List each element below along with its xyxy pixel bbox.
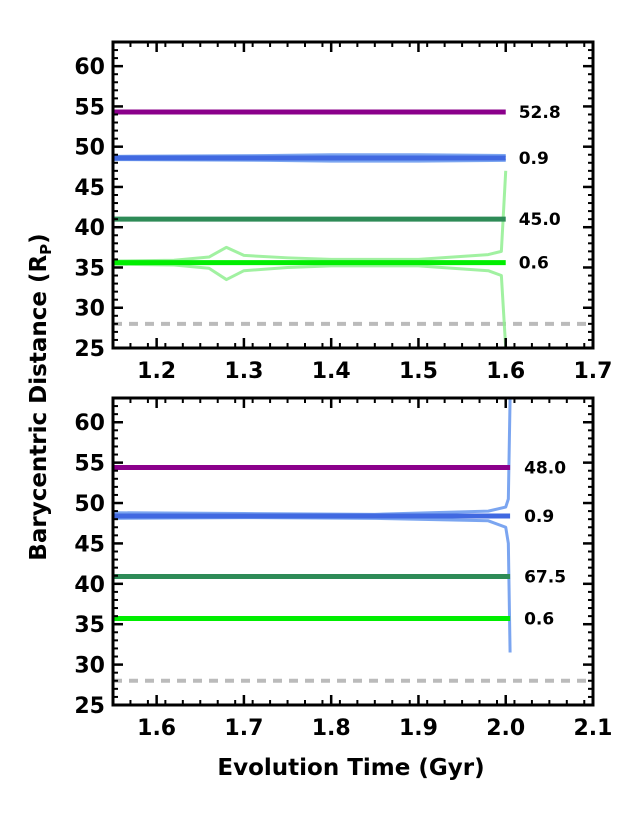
spread-trace-lower (113, 262, 508, 348)
plot-area (113, 398, 593, 683)
plot-area (113, 109, 593, 348)
x-tick-label: 1.3 (224, 359, 263, 384)
x-tick-label: 1.6 (137, 716, 176, 741)
y-tick-label: 35 (74, 613, 105, 638)
series-value-label: 48.0 (524, 458, 566, 478)
y-tick-label: 55 (74, 452, 105, 477)
y-tick-label: 45 (74, 176, 105, 201)
x-tick-label: 2.1 (574, 716, 613, 741)
y-tick-label: 60 (74, 55, 105, 80)
x-tick-label: 1.7 (224, 716, 263, 741)
spread-trace-upper (113, 170, 508, 263)
y-tick-label: 40 (74, 573, 105, 598)
y-tick-label: 25 (74, 337, 105, 362)
x-tick-label: 2.0 (486, 716, 525, 741)
y-tick-label: 60 (74, 411, 105, 436)
axes-frame (111, 40, 595, 350)
axes-frame (111, 396, 595, 707)
y-tick-label: 35 (74, 256, 105, 281)
series-value-label: 67.5 (524, 568, 566, 588)
x-tick-label: 1.6 (486, 359, 525, 384)
top-panel: 52.8 0.9 45.0 0.6 1.2 1.3 1.4 1.5 1.6 1.7 25 30 35 40… (74, 40, 613, 384)
series-value-label: 0.9 (519, 149, 549, 169)
y-tick-label: 50 (74, 492, 105, 517)
y-axis-title-main: Barycentric Distance (R (26, 255, 52, 561)
x-tick-label: 1.8 (312, 716, 351, 741)
series-value-label: 0.9 (524, 507, 554, 527)
x-tick-label: 1.4 (312, 359, 351, 384)
y-tick-label: 55 (74, 95, 105, 120)
x-axis-title: Evolution Time (Gyr) (217, 755, 484, 781)
y-tick-label: 30 (74, 297, 105, 322)
y-axis-title: Barycentric Distance (RP) (26, 233, 55, 560)
y-axis-title-close: ) (26, 233, 52, 244)
x-tick-label: 1.9 (399, 716, 438, 741)
y-tick-label: 50 (74, 136, 105, 161)
series-value-label: 0.6 (519, 254, 549, 274)
y-tick-label: 25 (74, 694, 105, 719)
spread-trace-lower (113, 516, 512, 653)
x-tick-label: 1.7 (574, 359, 613, 384)
y-tick-label: 40 (74, 216, 105, 241)
x-tick-label: 1.5 (399, 359, 438, 384)
series-value-label: 0.6 (524, 610, 554, 630)
series-value-label: 52.8 (519, 103, 561, 123)
y-tick-label: 45 (74, 532, 105, 557)
y-axis-title-subscript: P (37, 244, 55, 255)
y-tick-label: 30 (74, 654, 105, 679)
x-tick-label: 1.2 (137, 359, 176, 384)
spread-trace-upper (113, 398, 512, 516)
bottom-panel: 48.0 0.9 67.5 0.6 1.6 1.7 1.8 1.9 2.0 2.1 25 30 35 40… (74, 396, 613, 741)
series-value-label: 45.0 (519, 210, 561, 230)
